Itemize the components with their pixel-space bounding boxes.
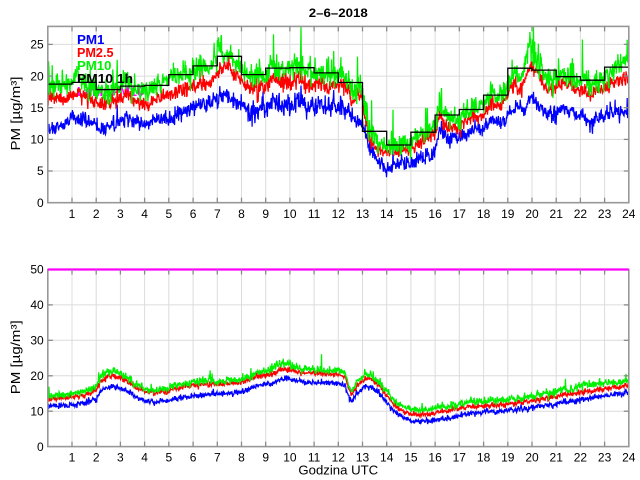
svg-text:18: 18 bbox=[477, 451, 491, 465]
svg-text:9: 9 bbox=[262, 207, 269, 221]
svg-text:8: 8 bbox=[238, 451, 245, 465]
svg-text:5: 5 bbox=[165, 451, 172, 465]
svg-text:2: 2 bbox=[93, 451, 100, 465]
svg-text:15: 15 bbox=[30, 101, 44, 115]
svg-text:10: 10 bbox=[283, 207, 297, 221]
svg-text:11: 11 bbox=[308, 207, 321, 221]
svg-text:14: 14 bbox=[380, 207, 394, 221]
svg-text:10: 10 bbox=[30, 133, 44, 147]
svg-text:PM2.5: PM2.5 bbox=[77, 46, 114, 60]
svg-text:20: 20 bbox=[525, 451, 539, 465]
svg-text:22: 22 bbox=[574, 207, 588, 221]
svg-text:6: 6 bbox=[190, 451, 197, 465]
svg-text:5: 5 bbox=[165, 207, 172, 221]
svg-text:PM [µg/m³]: PM [µg/m³] bbox=[8, 77, 23, 151]
svg-text:17: 17 bbox=[453, 207, 467, 221]
svg-text:11: 11 bbox=[308, 451, 321, 465]
svg-text:3: 3 bbox=[117, 451, 124, 465]
svg-text:4: 4 bbox=[141, 207, 148, 221]
svg-text:9: 9 bbox=[262, 451, 269, 465]
svg-text:2–6–2018: 2–6–2018 bbox=[309, 6, 368, 20]
svg-text:22: 22 bbox=[574, 451, 588, 465]
svg-text:14: 14 bbox=[380, 451, 394, 465]
svg-text:50: 50 bbox=[30, 263, 44, 277]
svg-text:15: 15 bbox=[404, 451, 418, 465]
svg-text:13: 13 bbox=[356, 207, 370, 221]
svg-text:13: 13 bbox=[356, 451, 370, 465]
svg-text:PM10 1h: PM10 1h bbox=[77, 72, 133, 86]
svg-text:1: 1 bbox=[69, 207, 76, 221]
svg-text:15: 15 bbox=[404, 207, 418, 221]
svg-text:PM [µg/m³]: PM [µg/m³] bbox=[8, 320, 23, 394]
svg-text:Godzina UTC: Godzina UTC bbox=[298, 464, 378, 478]
svg-text:21: 21 bbox=[550, 207, 564, 221]
svg-text:24: 24 bbox=[622, 207, 636, 221]
svg-text:16: 16 bbox=[428, 207, 442, 221]
svg-text:PM10: PM10 bbox=[77, 59, 112, 73]
svg-text:30: 30 bbox=[30, 334, 44, 348]
svg-text:18: 18 bbox=[477, 207, 491, 221]
svg-text:2: 2 bbox=[93, 207, 100, 221]
svg-text:8: 8 bbox=[238, 207, 245, 221]
svg-text:25: 25 bbox=[30, 38, 44, 52]
svg-text:19: 19 bbox=[501, 207, 515, 221]
svg-text:10: 10 bbox=[30, 404, 44, 418]
svg-text:PM1: PM1 bbox=[77, 33, 105, 47]
svg-text:23: 23 bbox=[598, 207, 612, 221]
svg-text:24: 24 bbox=[622, 451, 636, 465]
svg-text:1: 1 bbox=[69, 451, 76, 465]
svg-text:10: 10 bbox=[283, 451, 297, 465]
svg-text:7: 7 bbox=[214, 207, 221, 221]
svg-text:19: 19 bbox=[501, 451, 515, 465]
svg-text:4: 4 bbox=[141, 451, 148, 465]
svg-text:23: 23 bbox=[598, 451, 612, 465]
svg-text:20: 20 bbox=[30, 69, 44, 83]
svg-text:16: 16 bbox=[428, 451, 442, 465]
svg-text:5: 5 bbox=[37, 164, 44, 178]
svg-text:7: 7 bbox=[214, 451, 221, 465]
svg-text:12: 12 bbox=[332, 207, 346, 221]
svg-text:6: 6 bbox=[190, 207, 197, 221]
svg-text:21: 21 bbox=[550, 451, 564, 465]
svg-text:12: 12 bbox=[332, 451, 346, 465]
svg-text:20: 20 bbox=[30, 369, 44, 383]
svg-text:40: 40 bbox=[30, 298, 44, 312]
svg-text:3: 3 bbox=[117, 207, 124, 221]
svg-text:20: 20 bbox=[525, 207, 539, 221]
svg-text:0: 0 bbox=[37, 196, 44, 210]
svg-text:17: 17 bbox=[453, 451, 467, 465]
svg-text:0: 0 bbox=[37, 440, 44, 454]
